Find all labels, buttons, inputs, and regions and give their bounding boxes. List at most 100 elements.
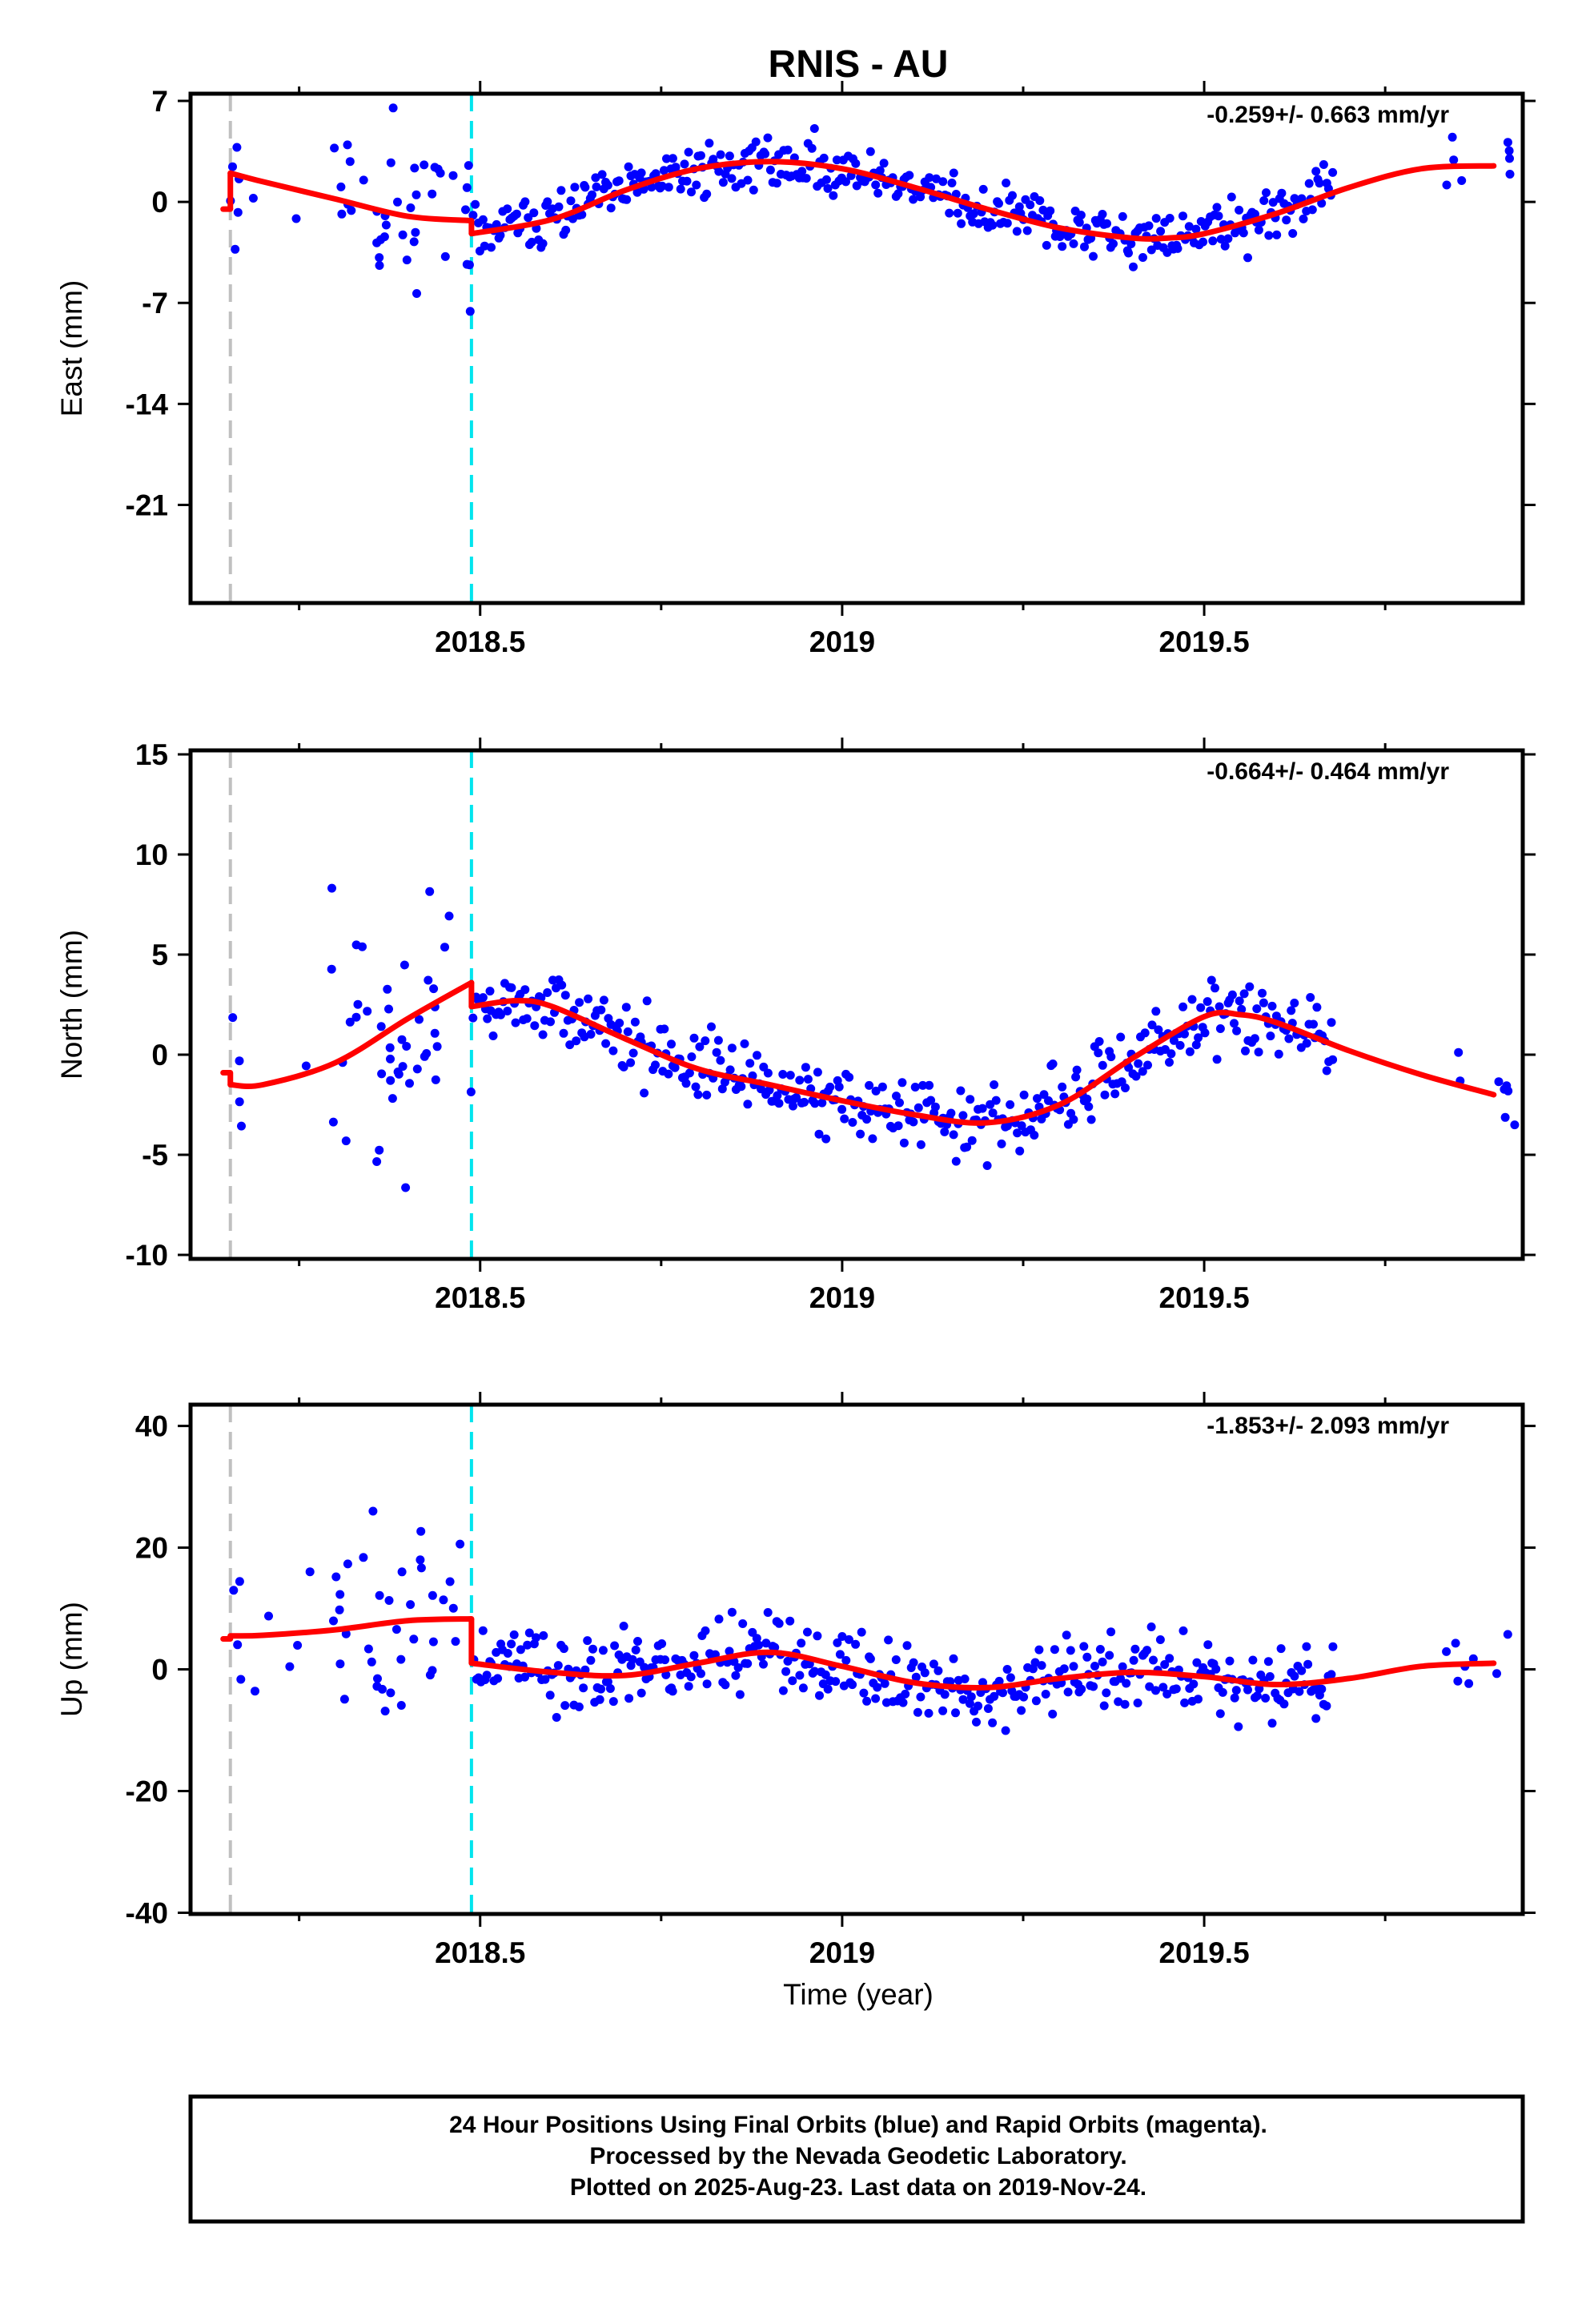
data-point	[1276, 1644, 1286, 1654]
panel-north: 15 10 5 0 -5 -10 2018.5 2019 2019.5 North (mm) -0.…	[55, 738, 1536, 1314]
data-point	[1304, 179, 1314, 188]
data-point	[778, 1686, 788, 1695]
data-point	[456, 1539, 465, 1549]
data-point	[844, 1634, 853, 1644]
data-point	[1241, 1046, 1250, 1055]
data-point	[428, 189, 437, 199]
panel-frame	[188, 748, 1525, 1261]
data-point	[626, 1058, 636, 1068]
data-point	[949, 168, 958, 178]
data-point	[425, 1671, 435, 1680]
data-point	[614, 176, 624, 186]
data-point	[406, 203, 416, 212]
data-point	[1265, 1672, 1275, 1681]
data-point	[1084, 1102, 1094, 1112]
data-point	[1215, 1709, 1225, 1719]
data-point	[1106, 1052, 1116, 1062]
data-point	[809, 124, 819, 133]
data-point	[740, 1039, 749, 1048]
data-point	[865, 1080, 874, 1090]
data-point	[967, 1136, 977, 1145]
data-point	[1039, 1090, 1049, 1100]
data-point	[422, 1049, 432, 1058]
model-curve-segment-1	[227, 1616, 475, 1639]
data-point	[1015, 1146, 1025, 1156]
data-point	[873, 188, 883, 198]
data-point	[520, 197, 530, 207]
data-point	[1120, 1699, 1130, 1709]
data-point	[483, 1014, 492, 1023]
data-point	[763, 1068, 773, 1078]
data-point	[546, 1017, 555, 1027]
data-point	[383, 984, 392, 994]
footer-box	[188, 2094, 1525, 2224]
data-point	[1160, 1660, 1170, 1669]
data-point	[716, 1055, 725, 1065]
data-point	[482, 1671, 492, 1680]
data-point	[687, 1052, 697, 1062]
data-point	[524, 1628, 534, 1638]
data-point	[751, 137, 761, 147]
panel-frame	[188, 91, 1525, 605]
data-point	[552, 1713, 561, 1722]
data-point	[331, 1572, 341, 1582]
data-point	[520, 1672, 529, 1682]
data-point	[702, 1679, 712, 1689]
data-point	[938, 1706, 948, 1715]
data-point	[966, 1692, 976, 1702]
data-point	[1046, 206, 1055, 215]
data-point	[621, 1003, 631, 1012]
data-point	[554, 202, 564, 211]
data-point	[916, 1140, 926, 1149]
data-point	[1169, 1035, 1178, 1045]
data-point	[676, 184, 685, 194]
data-point	[388, 103, 398, 113]
data-point	[416, 1563, 426, 1573]
data-point	[990, 1080, 999, 1089]
data-point	[1173, 243, 1182, 253]
data-point	[375, 1145, 384, 1155]
data-point	[1133, 1699, 1142, 1707]
data-point	[592, 182, 601, 191]
model-curve-segment-2	[468, 1649, 1497, 1691]
data-point	[891, 1655, 901, 1664]
data-point	[983, 1704, 993, 1713]
data-point	[503, 1007, 512, 1015]
data-point	[774, 1618, 784, 1628]
data-point	[1126, 239, 1136, 248]
data-point	[1223, 234, 1233, 243]
x-tick-label: 2018.5	[435, 1281, 525, 1314]
data-point	[905, 171, 914, 180]
data-point	[1143, 1060, 1152, 1070]
data-point	[946, 1108, 956, 1118]
data-point	[657, 1639, 667, 1648]
data-point	[668, 154, 677, 163]
data-point	[925, 1080, 934, 1090]
data-point	[1066, 1646, 1075, 1655]
data-point	[416, 1555, 425, 1565]
data-point	[916, 1692, 926, 1702]
data-point	[335, 1590, 345, 1599]
data-point	[1185, 1047, 1195, 1056]
data-point	[565, 1040, 575, 1050]
data-point	[1147, 1020, 1157, 1030]
y-tick-label: 15	[135, 738, 168, 771]
data-point	[1089, 1682, 1098, 1691]
data-point	[345, 1017, 355, 1027]
data-points	[229, 1506, 1512, 1735]
data-point	[633, 1637, 642, 1646]
y-tick-label: 0	[151, 1654, 168, 1687]
data-point	[428, 1590, 437, 1600]
data-point	[615, 1019, 624, 1027]
data-point	[478, 993, 488, 1003]
data-point	[358, 942, 367, 951]
data-point	[1245, 982, 1255, 991]
data-point	[1138, 1067, 1147, 1076]
rate-label: -0.259+/- 0.663 mm/yr	[1207, 102, 1449, 128]
data-point	[833, 1638, 842, 1647]
data-point	[445, 1577, 455, 1586]
data-point	[670, 1063, 680, 1072]
x-tick-label: 2019.5	[1159, 625, 1250, 658]
data-point	[743, 175, 753, 185]
data-point	[577, 210, 587, 219]
